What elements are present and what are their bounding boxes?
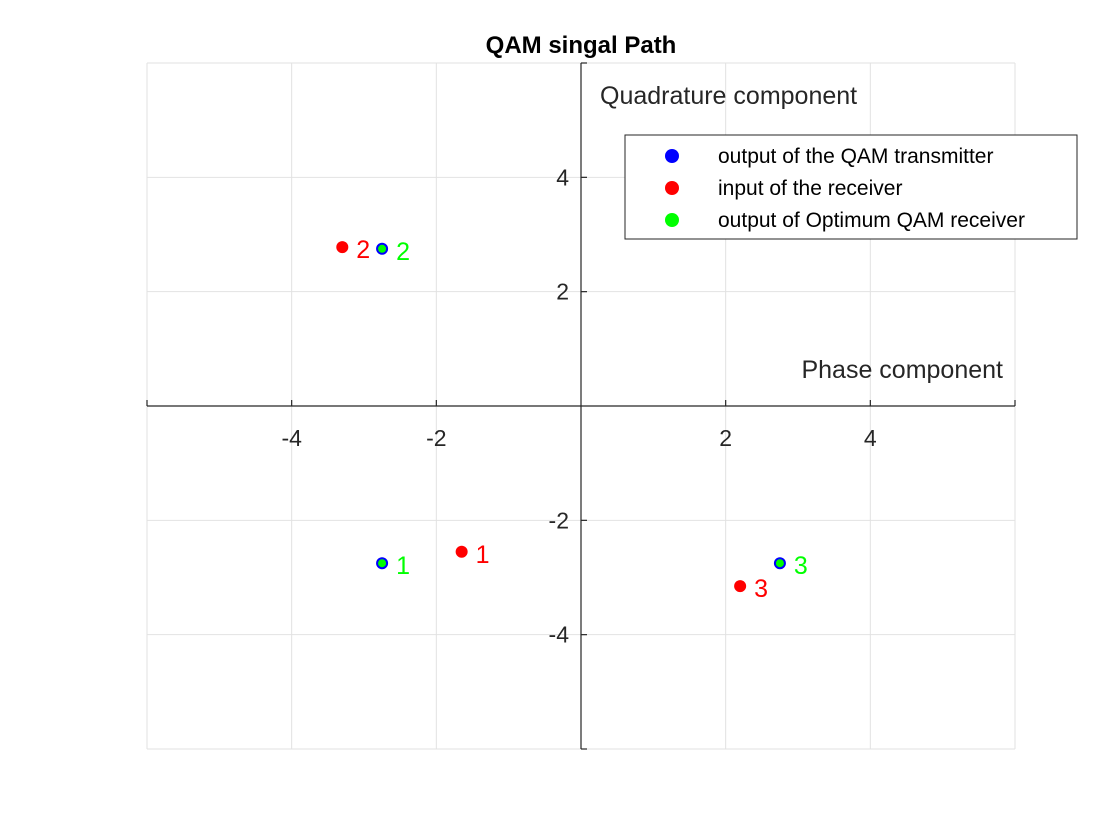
receiver-input-point — [455, 545, 468, 558]
legend-marker-transmitter — [665, 149, 679, 163]
legend-text-optimum-receiver: output of Optimum QAM receiver — [718, 209, 1025, 232]
legend-marker-optimum-receiver — [665, 213, 679, 227]
tick-labels: -4 -2 2 4 4 2 -2 -4 — [281, 164, 876, 647]
legend-box — [624, 134, 1078, 240]
receiver-input-point-label: 1 — [476, 541, 490, 569]
optimum-receiver-point-label: 2 — [396, 238, 410, 266]
y-axis-label: Quadrature component — [600, 82, 857, 110]
receiver-input-point — [734, 580, 747, 593]
x-tick-label: -2 — [426, 425, 446, 451]
receiver-input-point — [336, 241, 349, 254]
legend-entry-transmitter: output of the QAM transmitter — [665, 145, 993, 168]
legend-entry-optimum-receiver: output of Optimum QAM receiver — [665, 209, 1025, 232]
legend-text-transmitter: output of the QAM transmitter — [718, 145, 993, 168]
optimum-receiver-point-label: 1 — [396, 552, 410, 580]
data-points: 1 2 3 1 2 3 — [336, 236, 808, 603]
axes — [146, 62, 1016, 750]
x-tick-label: 2 — [719, 425, 732, 451]
chart-title: QAM singal Path — [486, 32, 677, 59]
receiver-input-point-label: 2 — [356, 236, 370, 264]
y-tick-label: 4 — [556, 164, 569, 190]
legend-entry-receiver-input: input of the receiver — [665, 177, 902, 200]
x-tick-label: 4 — [864, 425, 877, 451]
optimum-receiver-point — [378, 559, 387, 568]
optimum-receiver-point — [775, 559, 784, 568]
y-tick-label: -4 — [549, 622, 570, 648]
x-axis-label: Phase component — [801, 356, 1003, 384]
receiver-input-point-label: 3 — [754, 575, 768, 603]
y-tick-label: -2 — [549, 507, 569, 533]
x-tick-label: -4 — [281, 425, 302, 451]
y-tick-label: 2 — [556, 279, 569, 305]
optimum-receiver-point-label: 3 — [794, 552, 808, 580]
legend-marker-receiver-input — [665, 181, 679, 195]
legend: output of the QAM transmitter input of t… — [624, 134, 1078, 240]
legend-text-receiver-input: input of the receiver — [718, 177, 902, 200]
optimum-receiver-point — [378, 244, 387, 253]
